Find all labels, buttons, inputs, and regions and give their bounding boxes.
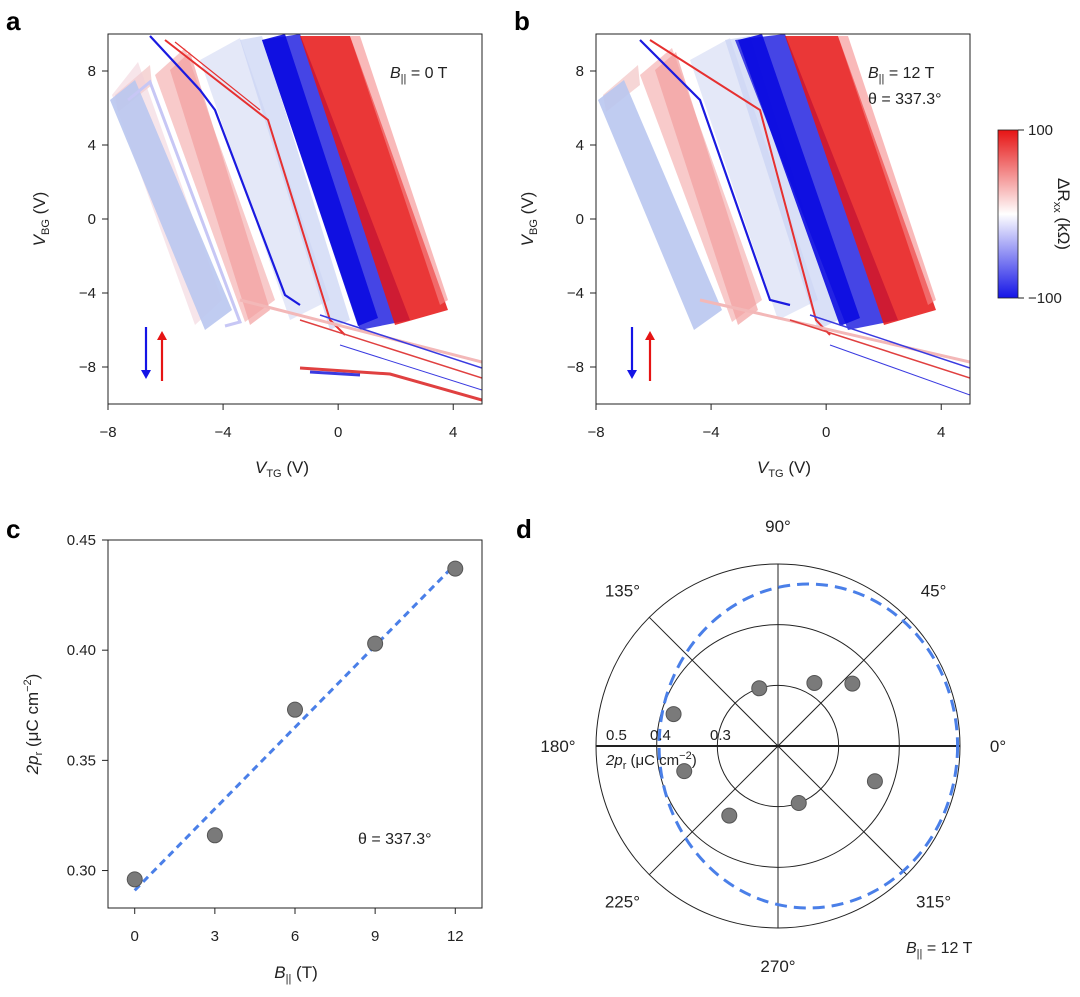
- x-axis-label-c: B|| (T): [274, 963, 318, 985]
- x-tick-label: 6: [291, 928, 299, 945]
- x-tick-label: −4: [215, 424, 232, 441]
- y-axis-label-a: VBG (V): [30, 192, 52, 247]
- annotation-a: B|| = 0 T: [390, 65, 448, 85]
- map-a: B|| = 0 T −8 −4 0 4 8 4 0 −4 −8 VTG (V) VBG (V): [30, 33, 483, 480]
- data-point: [287, 701, 303, 718]
- chart-d-points: [665, 674, 883, 824]
- y-axis-label-b: VBG (V): [518, 192, 540, 247]
- data-point: [665, 706, 682, 723]
- polar-spoke: [648, 616, 908, 876]
- y-tick-label: 4: [576, 137, 584, 154]
- data-point: [866, 773, 883, 790]
- r-axis-label: 2pr (μC cm−2): [605, 750, 697, 772]
- chart-d: 0.5 0.4 0.3 2pr (μC cm−2) 0° 45° 90° 135° 18…: [540, 517, 1006, 976]
- x-tick-label: −8: [99, 424, 116, 441]
- annotation-c: θ = 337.3°: [358, 831, 432, 848]
- x-tick-label: 0: [131, 928, 139, 945]
- r-tick-label: 0.4: [650, 727, 671, 744]
- y-tick-label: 8: [88, 63, 96, 80]
- x-axis-a: −8 −4 0 4: [99, 404, 457, 441]
- angle-label: 0°: [990, 737, 1006, 756]
- r-tick-label: 0.5: [606, 727, 627, 744]
- x-axis-label-a: VTG (V): [255, 458, 309, 480]
- x-tick-label: −8: [587, 424, 604, 441]
- y-axis-a: 8 4 0 −4 −8: [79, 63, 108, 376]
- y-tick-label: −4: [79, 285, 96, 302]
- y-tick-label: 0.45: [67, 532, 96, 549]
- map-b: B|| = 12 T θ = 337.3° −8 −4 0 4 8 4 0 −4 −8 VTG…: [518, 33, 971, 480]
- r-tick-label: 0.3: [710, 727, 731, 744]
- annotation-b-angle: θ = 337.3°: [868, 91, 942, 108]
- annotation-d: B|| = 12 T: [906, 940, 973, 960]
- angle-labels: 0° 45° 90° 135° 180° 225° 270° 315°: [540, 517, 1006, 976]
- angle-label: 45°: [921, 581, 947, 600]
- data-point: [844, 675, 861, 692]
- y-tick-label: −4: [567, 285, 584, 302]
- x-axis-b: −8 −4 0 4: [587, 404, 945, 441]
- y-tick-label: 8: [576, 63, 584, 80]
- data-point: [806, 674, 823, 691]
- data-point: [447, 560, 464, 577]
- fit-line: [133, 563, 457, 892]
- x-tick-label: 0: [334, 424, 342, 441]
- colorbar-max-label: 100: [1028, 122, 1053, 139]
- map-a-image: [108, 34, 482, 404]
- y-tick-label: 0.40: [67, 642, 96, 659]
- sweep-arrows-b: [627, 327, 655, 381]
- x-tick-label: 0: [822, 424, 830, 441]
- colorbar-gradient: [997, 129, 1019, 299]
- y-axis-b: 8 4 0 −4 −8: [567, 63, 596, 376]
- angle-label: 90°: [765, 517, 791, 536]
- sweep-arrows-a: [141, 327, 167, 381]
- angle-label: 225°: [605, 893, 640, 912]
- angle-label: 180°: [540, 737, 575, 756]
- data-point: [721, 807, 738, 824]
- map-b-image: [596, 34, 970, 404]
- y-tick-label: 0: [576, 211, 584, 228]
- y-axis-label-c: 2pr (μC cm−2): [22, 674, 45, 776]
- polar-grid: [595, 563, 961, 929]
- x-axis-label-b: VTG (V): [757, 458, 811, 480]
- chart-c-points: [126, 560, 464, 888]
- angle-label: 270°: [760, 957, 795, 976]
- data-point: [676, 763, 693, 780]
- x-tick-label: 4: [449, 424, 457, 441]
- chart-c: 0 3 6 9 12 0.45 0.40 0.35 0.30 θ = 337.3° B|| (T…: [22, 532, 483, 985]
- data-point: [126, 871, 143, 888]
- panel-letter-d: d: [516, 514, 532, 544]
- annotation-b-field: B|| = 12 T: [868, 65, 935, 85]
- x-tick-label: −4: [703, 424, 720, 441]
- x-tick-label: 9: [371, 928, 379, 945]
- y-tick-label: 0.30: [67, 863, 96, 880]
- y-tick-label: 4: [88, 137, 96, 154]
- y-tick-label: −8: [79, 359, 96, 376]
- panel-letter-c: c: [6, 514, 20, 544]
- colorbar: 100 −100 ΔRxx (kΩ): [997, 122, 1073, 307]
- angle-label: 135°: [605, 581, 640, 600]
- data-point: [367, 635, 384, 652]
- x-tick-label: 4: [937, 424, 945, 441]
- x-tick-label: 12: [447, 928, 464, 945]
- panel-letter-b: b: [514, 6, 530, 36]
- colorbar-min-label: −100: [1028, 290, 1062, 307]
- data-point: [751, 680, 768, 697]
- chart-c-ticks: 0 3 6 9 12 0.45 0.40 0.35 0.30: [67, 532, 464, 945]
- data-point: [206, 827, 223, 844]
- y-tick-label: 0: [88, 211, 96, 228]
- colorbar-label: ΔRxx (kΩ): [1051, 178, 1073, 250]
- y-tick-label: −8: [567, 359, 584, 376]
- x-tick-label: 3: [211, 928, 219, 945]
- y-tick-label: 0.35: [67, 752, 96, 769]
- panel-letter-a: a: [6, 6, 21, 36]
- angle-label: 315°: [916, 893, 951, 912]
- data-point: [790, 795, 807, 812]
- fit-circle: [657, 582, 960, 910]
